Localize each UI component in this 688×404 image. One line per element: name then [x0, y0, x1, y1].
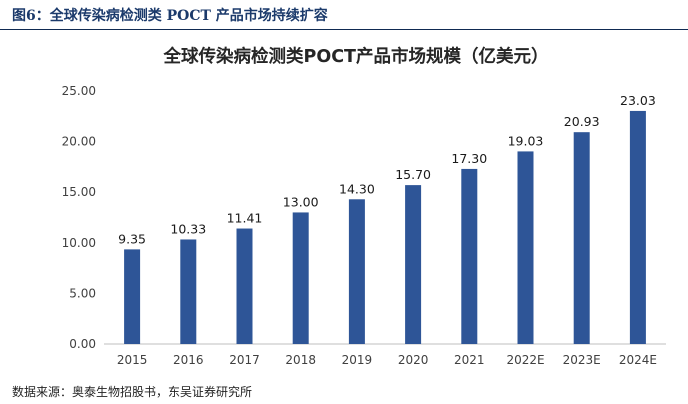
y-tick-label: 0.00	[69, 337, 96, 351]
bar-2022E	[517, 151, 534, 344]
y-tick-label: 5.00	[69, 286, 96, 300]
data-label-2023E: 20.93	[564, 114, 600, 129]
data-label-2021: 17.30	[451, 151, 487, 166]
x-tick-label-2024E: 2024E	[619, 353, 657, 367]
data-label-2019: 14.30	[339, 181, 375, 196]
x-tick-label-2016: 2016	[173, 353, 204, 367]
bar-2018	[292, 212, 309, 344]
x-tick-label-2021: 2021	[454, 353, 485, 367]
bar-2017	[236, 228, 253, 344]
y-tick-label: 25.00	[62, 84, 96, 98]
data-label-2020: 15.70	[395, 167, 431, 182]
x-tick-label-2022E: 2022E	[506, 353, 544, 367]
data-label-2017: 11.41	[227, 211, 263, 226]
bar-2015	[124, 249, 141, 344]
bar-chart: 全球传染病检测类POCT产品市场规模（亿美元） 0.00 5.00 10.00 15.…	[62, 46, 666, 367]
x-tick-label-2019: 2019	[342, 353, 373, 367]
data-label-2022E: 19.03	[508, 133, 544, 148]
bar-2019	[348, 199, 365, 344]
y-tick-label: 20.00	[62, 135, 96, 149]
bar-2023E	[573, 132, 590, 344]
source-note: 数据来源：奥泰生物招股书，东吴证券研究所	[12, 385, 253, 399]
bar-2020	[405, 185, 422, 344]
data-label-2015: 9.35	[118, 231, 146, 246]
data-label-2016: 10.33	[170, 221, 206, 236]
data-label-2024E: 23.03	[620, 93, 656, 108]
data-label-2018: 13.00	[283, 194, 319, 209]
data-labels-group: 9.35 10.33 11.41 13.00 14.30 15.70 17.30 19.03 2…	[118, 93, 656, 246]
x-axis: 2015 2016 2017 2018 2019 2020 2021 2022E 2023E 20…	[117, 353, 657, 367]
x-tick-label-2015: 2015	[117, 353, 148, 367]
bar-2016	[180, 239, 197, 344]
x-tick-label-2020: 2020	[398, 353, 429, 367]
bar-2024E	[629, 110, 646, 344]
bars-group	[124, 110, 646, 344]
y-tick-label: 10.00	[62, 236, 96, 250]
chart-title: 全球传染病检测类POCT产品市场规模（亿美元）	[163, 46, 549, 67]
figure-label: 图6：全球传染病检测类 POCT 产品市场持续扩容	[12, 8, 328, 24]
y-axis: 0.00 5.00 10.00 15.00 20.00 25.00	[62, 84, 96, 351]
figure-header: 图6：全球传染病检测类 POCT 产品市场持续扩容	[0, 0, 688, 30]
bar-2021	[461, 168, 478, 344]
x-tick-label-2018: 2018	[285, 353, 316, 367]
y-tick-label: 15.00	[62, 185, 96, 199]
x-tick-label-2017: 2017	[229, 353, 260, 367]
x-tick-label-2023E: 2023E	[563, 353, 601, 367]
